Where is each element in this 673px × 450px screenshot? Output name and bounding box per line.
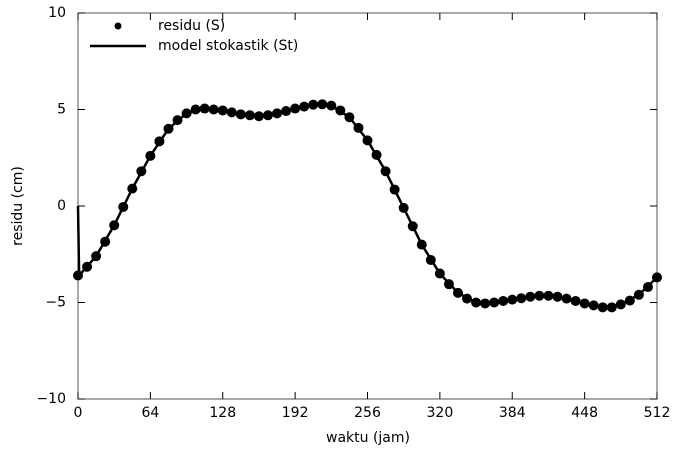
x-tick-label: 512: [644, 405, 671, 421]
legend-label: residu (S): [158, 18, 225, 34]
y-tick-label: 10: [48, 5, 66, 21]
x-axis-label: waktu (jam): [326, 430, 410, 446]
y-axis-label: residu (cm): [10, 166, 26, 246]
x-tick-label: 384: [499, 405, 526, 421]
x-tick-label: 64: [141, 405, 159, 421]
x-tick-label: 320: [427, 405, 454, 421]
y-tick-label: 0: [57, 198, 66, 214]
legend-label: model stokastik (St): [158, 38, 298, 54]
x-tick-label: 448: [571, 405, 598, 421]
y-tick-label: −5: [45, 295, 66, 311]
y-tick-label: 5: [57, 102, 66, 118]
plot-frame: [77, 12, 658, 400]
x-tick-label: 0: [74, 405, 83, 421]
legend-marker: [114, 22, 122, 30]
y-tick-label: −10: [36, 391, 66, 407]
model-line: [76, 103, 658, 309]
x-tick-label: 256: [354, 405, 381, 421]
x-tick-label: 192: [282, 405, 309, 421]
x-tick-label: 128: [209, 405, 236, 421]
